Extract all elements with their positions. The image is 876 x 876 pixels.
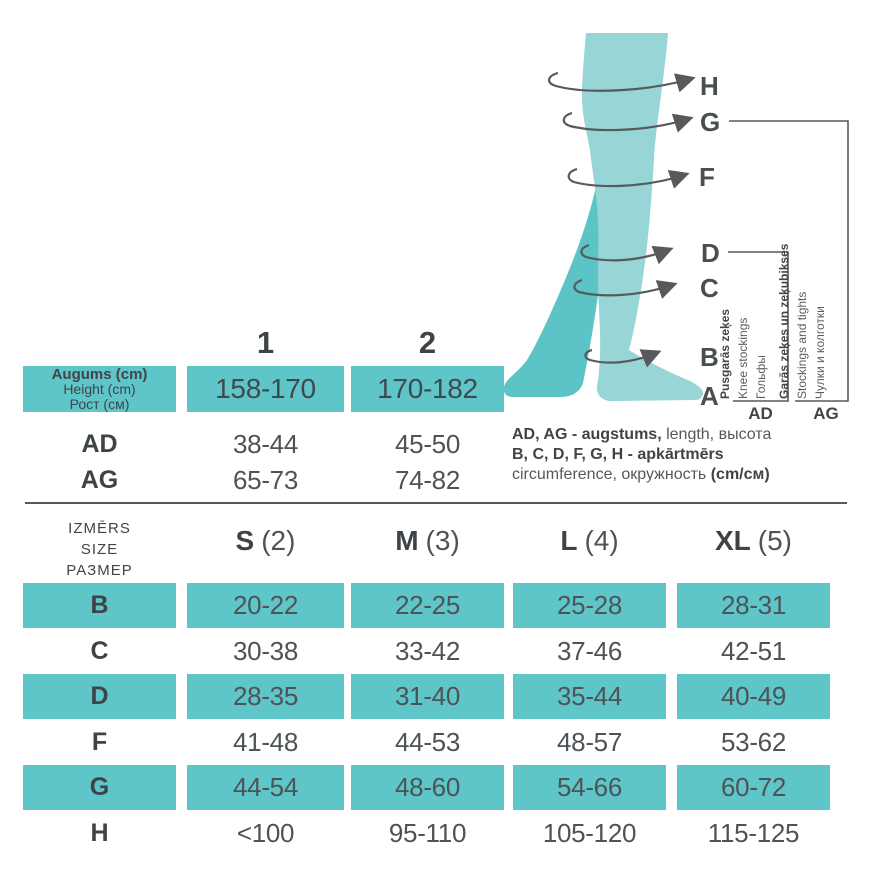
- size-row-D-val: 28-35: [187, 674, 344, 719]
- size-row-F-val: 53-62: [721, 727, 786, 757]
- height-col-1: 1: [256, 325, 275, 360]
- arrow-F: [567, 167, 690, 189]
- size-row-H-val: 105-120: [542, 818, 637, 848]
- size-row-H-val: <100: [236, 818, 295, 848]
- point-D: D: [701, 238, 720, 268]
- arrow-G: [562, 111, 694, 133]
- height-header-lv: Augums (cm): [51, 365, 148, 383]
- measurement-legend: AD, AG - augstums, length, высота B, C, …: [512, 425, 771, 485]
- size-row-D-label: D: [23, 674, 176, 719]
- bracket-AG-line: [729, 120, 849, 402]
- size-row-B-val: 28-31: [677, 583, 830, 628]
- size-row-F-val: 44-53: [395, 727, 460, 757]
- point-C: C: [700, 273, 719, 303]
- size-row-G-val: 44-54: [187, 765, 344, 810]
- height-header-ru: Рост (см): [69, 395, 130, 412]
- size-col-XL: XL (5): [714, 525, 792, 556]
- size-row-D-val: 31-40: [351, 674, 504, 719]
- point-F: F: [699, 162, 715, 192]
- arrow-H: [548, 71, 696, 93]
- point-G: G: [700, 107, 721, 137]
- size-row-C-val: 30-38: [233, 636, 298, 666]
- size-row-H-val: 95-110: [388, 818, 467, 848]
- row-AD-label: AD: [81, 429, 118, 458]
- height-range-2: 170-182: [351, 366, 504, 412]
- size-col-S: S (2): [235, 525, 296, 556]
- height-header-en: Height (cm): [63, 380, 136, 397]
- size-row-B-val: 22-25: [351, 583, 504, 628]
- leg-front-shape: [581, 33, 704, 402]
- size-row-C-val: 33-42: [395, 636, 460, 666]
- arrow-B: [584, 348, 662, 368]
- size-row-G-label: G: [23, 765, 176, 810]
- height-row-header: Augums (cm) Height (cm) Рост (см): [23, 366, 176, 412]
- bracket-AG-code: AG: [813, 404, 839, 423]
- arrow-D: [580, 243, 674, 265]
- label-golfy: Гольфы: [754, 355, 768, 399]
- size-row-C-label: C: [90, 637, 109, 665]
- size-row-H-val: 115-125: [707, 818, 800, 848]
- height-range-1: 158-170: [187, 366, 344, 412]
- size-row-B-val: 20-22: [187, 583, 344, 628]
- row-AG-val-1: 65-73: [233, 464, 298, 495]
- measure-arrows: [548, 71, 696, 368]
- arrow-C: [573, 278, 678, 299]
- section-divider: [25, 502, 847, 504]
- bracket-lines: [728, 120, 849, 402]
- size-row-F-label: F: [91, 728, 108, 756]
- size-col-L: L (4): [560, 525, 619, 556]
- size-row-D-val: 35-44: [513, 674, 666, 719]
- label-garas-zekes: Garās zeķes un zeķubikses: [777, 243, 791, 399]
- size-row-C-val: 37-46: [557, 636, 622, 666]
- size-header-lv: IZMĒRS: [68, 519, 131, 537]
- size-col-M: M (3): [395, 525, 460, 556]
- size-row-G-val: 54-66: [513, 765, 666, 810]
- row-AG-label: AG: [80, 465, 119, 494]
- row-AD-val-1: 38-44: [233, 428, 298, 459]
- size-row-B-val: 25-28: [513, 583, 666, 628]
- size-row-C-val: 42-51: [721, 636, 786, 666]
- size-row-G-val: 60-72: [677, 765, 830, 810]
- size-row-D-val: 40-49: [677, 674, 830, 719]
- label-knee-stockings: Knee stockings: [736, 317, 750, 399]
- size-header-ru: РАЗМЕР: [66, 561, 133, 579]
- label-chulki-kolgotki: Чулки и колготки: [813, 306, 827, 399]
- height-col-2: 2: [418, 325, 437, 360]
- row-AD-val-2: 45-50: [395, 428, 460, 459]
- legend-line-2: B, C, D, F, G, H - apkārtmērs: [512, 446, 724, 463]
- leg-back-shape: [503, 182, 607, 397]
- size-row-F-val: 48-57: [557, 727, 622, 757]
- point-H: H: [700, 71, 719, 101]
- legend-line-1: AD, AG - augstums, length, высота: [512, 426, 772, 443]
- size-header-en: SIZE: [80, 540, 119, 558]
- size-row-F-val: 41-48: [233, 727, 298, 757]
- size-row-G-val: 48-60: [351, 765, 504, 810]
- label-pusgaras-zekes: Pusgarās zeķes: [718, 308, 732, 399]
- label-stockings-tights: Stockings and tights: [795, 291, 809, 399]
- point-B: B: [700, 342, 719, 372]
- bracket-AD-line: [728, 251, 789, 402]
- bracket-AD-code: AD: [748, 404, 773, 423]
- size-row-B-label: B: [23, 583, 176, 628]
- point-A: A: [700, 381, 719, 411]
- size-row-H-label: H: [90, 819, 109, 847]
- size-row-header: IZMĒRS SIZE РАЗМЕР: [23, 517, 176, 581]
- legend-line-3: circumference, окружность (cm/см): [512, 466, 770, 483]
- row-AG-val-2: 74-82: [395, 464, 460, 495]
